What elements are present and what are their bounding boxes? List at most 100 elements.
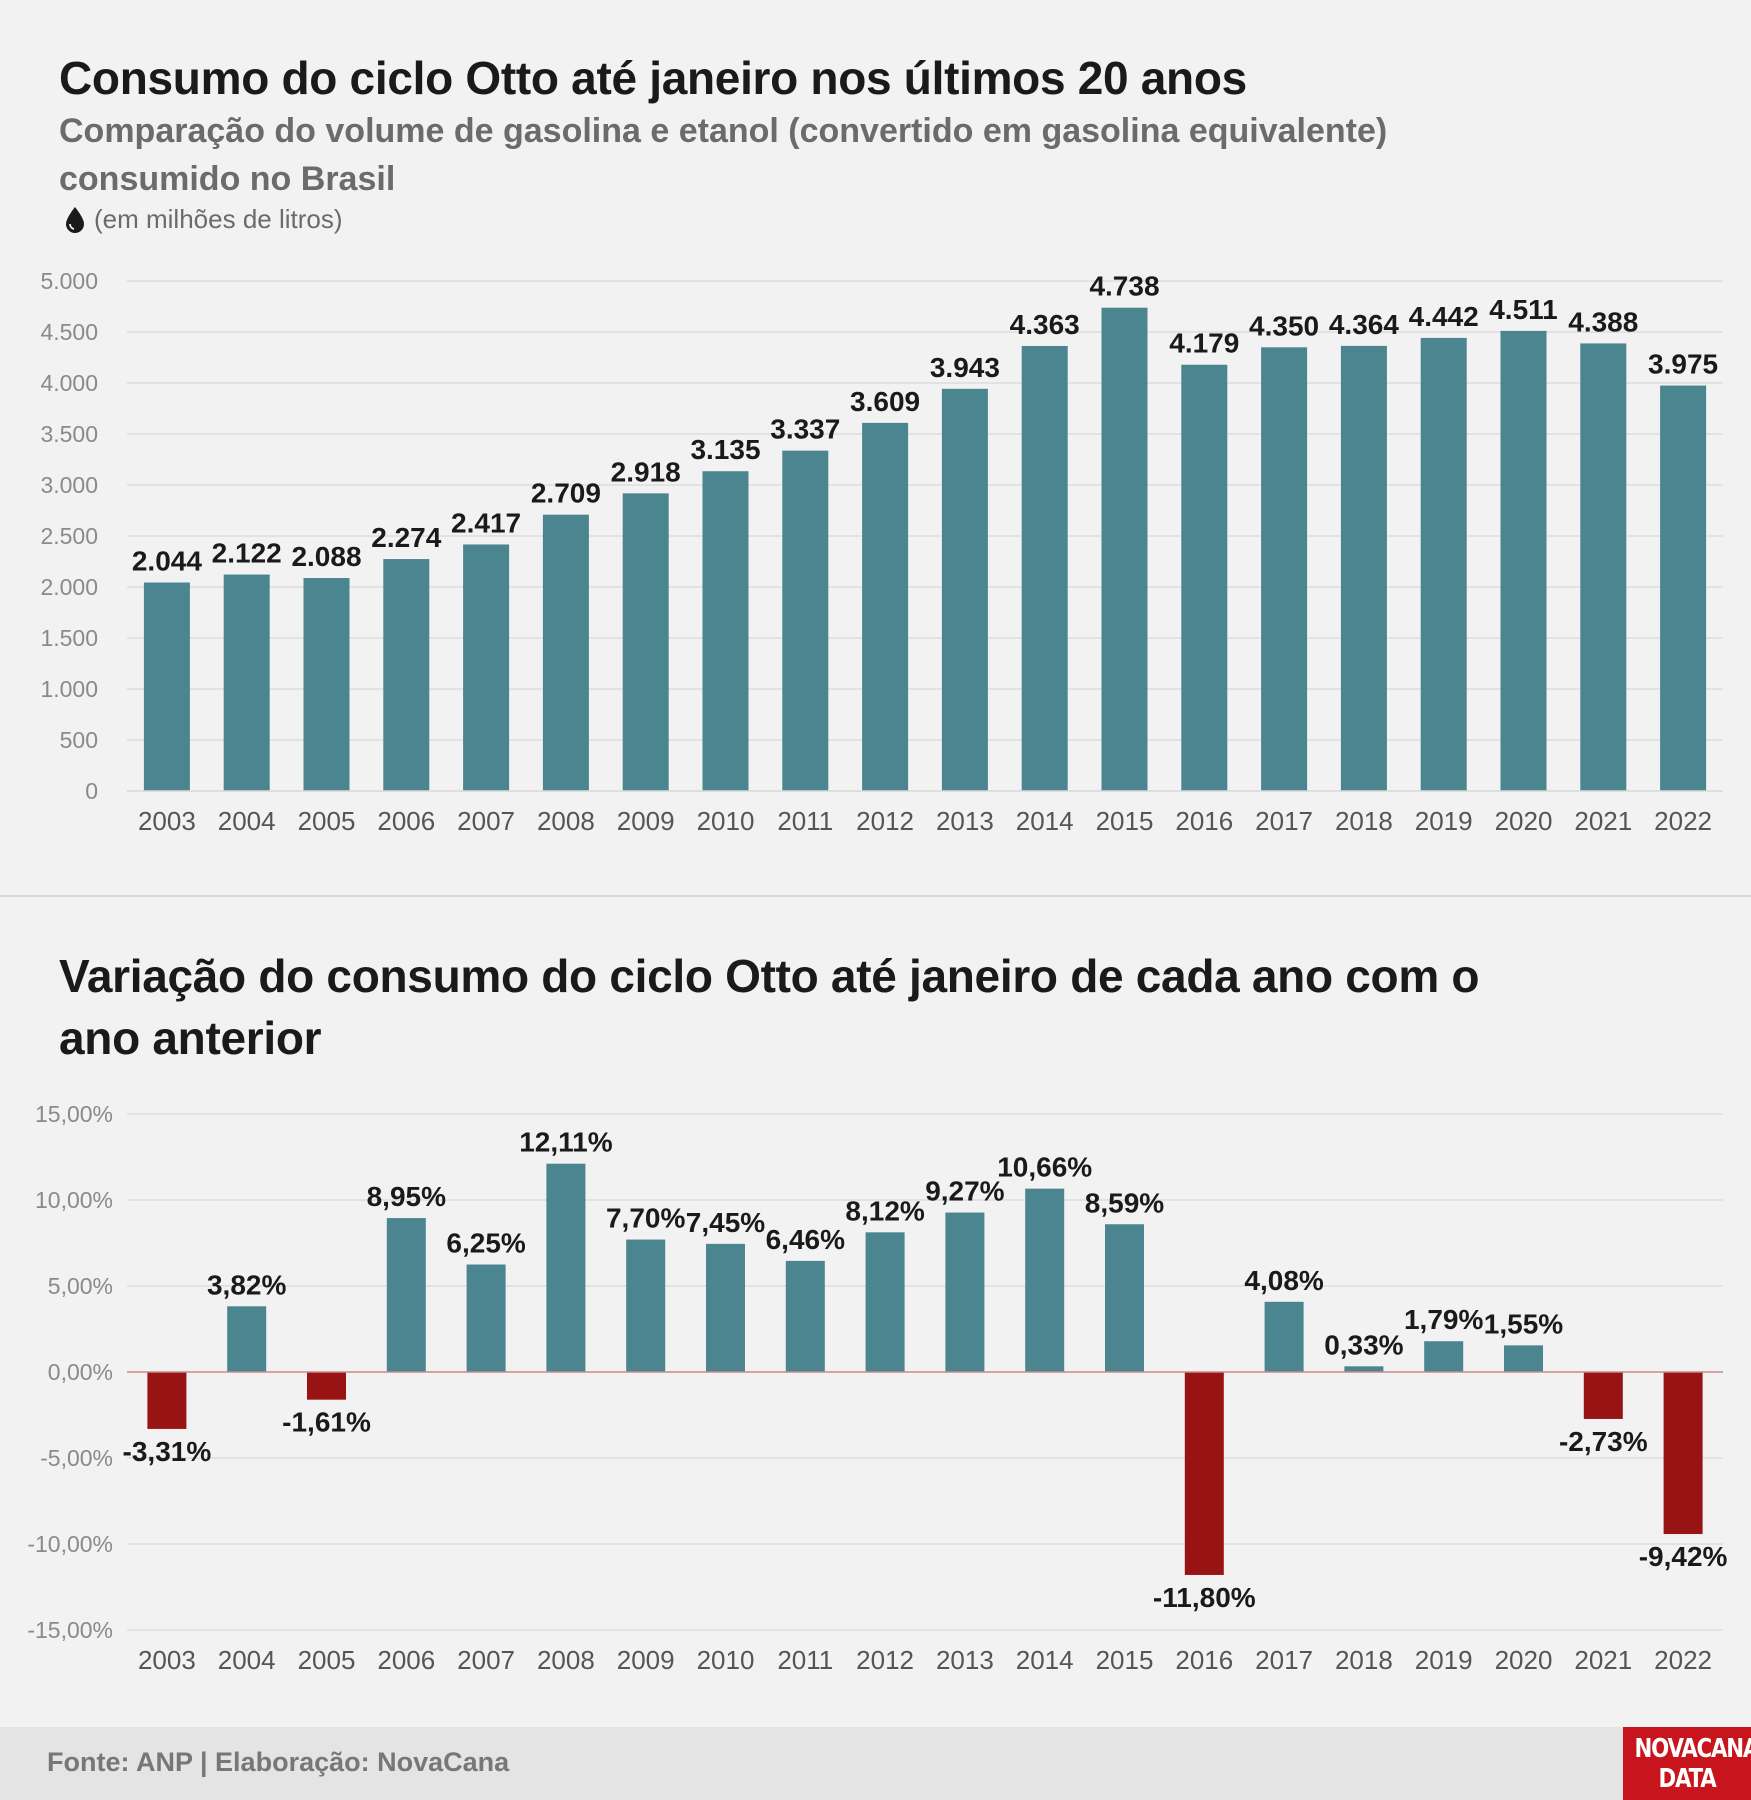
bar: [1504, 1345, 1543, 1372]
x-tick-label: 2021: [1574, 806, 1632, 836]
y-tick-label: 3.000: [40, 472, 98, 498]
bar: [862, 422, 909, 791]
bar: [1101, 307, 1148, 791]
x-tick-label: 2014: [1016, 1645, 1074, 1675]
x-tick-label: 2007: [457, 806, 515, 836]
data-label: -2,73%: [1559, 1426, 1648, 1457]
y-tick-label: 0: [85, 778, 98, 804]
y-tick-label: -5,00%: [40, 1445, 113, 1471]
logo-line2: DATA: [1658, 1763, 1716, 1794]
x-tick-label: 2022: [1654, 806, 1712, 836]
y-tick-label: -15,00%: [27, 1617, 113, 1643]
data-label: 12,11%: [519, 1127, 613, 1158]
x-tick-label: 2008: [537, 806, 595, 836]
y-tick-label: 2.500: [40, 523, 98, 549]
logo-line1: NOVACANA: [1634, 1733, 1751, 1764]
data-label: 2.088: [291, 541, 361, 572]
x-tick-label: 2005: [298, 806, 356, 836]
data-label: 6,46%: [766, 1224, 845, 1255]
data-label: 8,59%: [1085, 1187, 1164, 1218]
data-label: -11,80%: [1153, 1582, 1256, 1613]
data-label: 4,08%: [1244, 1265, 1323, 1296]
x-tick-label: 2011: [777, 1645, 833, 1675]
y-tick-label: 10,00%: [35, 1187, 113, 1213]
data-label: 4.350: [1249, 310, 1319, 341]
data-label: 2.122: [212, 538, 282, 569]
novacana-data-logo: NOVACANA DATA: [1623, 1727, 1751, 1800]
footer: Fonte: ANP | Elaboração: NovaCana NOVACA…: [0, 1727, 1751, 1800]
x-tick-label: 2009: [617, 806, 675, 836]
data-label: 9,27%: [925, 1176, 1004, 1207]
y-tick-label: 5,00%: [48, 1273, 113, 1299]
y-tick-label: 0,00%: [48, 1359, 113, 1385]
bar: [1025, 1188, 1065, 1372]
x-tick-label: 2015: [1096, 806, 1154, 836]
x-tick-label: 2007: [457, 1645, 515, 1675]
data-label: 7,45%: [686, 1207, 765, 1238]
x-tick-label: 2009: [617, 1645, 675, 1675]
x-tick-label: 2010: [697, 1645, 755, 1675]
bar: [383, 559, 430, 791]
data-label: 4.388: [1568, 306, 1638, 337]
chart-title-consumo: Consumo do ciclo Otto até janeiro nos úl…: [59, 52, 1247, 104]
source-credit: Fonte: ANP | Elaboração: NovaCana: [47, 1747, 510, 1777]
bar: [463, 544, 510, 791]
bar: [1500, 330, 1547, 791]
data-label: 4.511: [1489, 294, 1558, 325]
y-tick-label: 500: [60, 727, 98, 753]
x-tick-label: 2010: [697, 806, 755, 836]
data-label: 3,82%: [207, 1269, 286, 1300]
data-label: 2.044: [132, 546, 202, 577]
data-label: 4.738: [1089, 271, 1159, 302]
bar: [1340, 345, 1387, 791]
x-tick-label: 2003: [138, 1645, 196, 1675]
bar: [1663, 1372, 1703, 1535]
bar: [782, 450, 829, 791]
consumption-bar-chart: 0 500 1.000 1.500 2.000 2.500 3.000 3.500 4.000 4…: [40, 268, 1723, 836]
x-tick-label: 2018: [1335, 806, 1393, 836]
data-label: 3.975: [1648, 349, 1718, 380]
x-tick-label: 2013: [936, 1645, 994, 1675]
y-tick-label: 4.000: [40, 370, 98, 396]
x-tick-label: 2016: [1175, 1645, 1233, 1675]
data-label: 3.943: [930, 352, 1000, 383]
bar: [1184, 1372, 1224, 1575]
data-label: -1,61%: [282, 1407, 371, 1438]
data-label: 4.364: [1329, 309, 1399, 340]
bar: [865, 1232, 905, 1372]
y-tick-label: 3.500: [40, 421, 98, 447]
data-label: 2.274: [371, 522, 441, 553]
x-tick-label: 2006: [377, 806, 435, 836]
data-label: 10,66%: [997, 1152, 1092, 1183]
bar: [1181, 364, 1228, 791]
data-label: 8,12%: [845, 1195, 924, 1226]
x-tick-label: 2012: [856, 1645, 914, 1675]
x-tick-label: 2004: [218, 806, 276, 836]
x-tick-label: 2020: [1495, 806, 1553, 836]
bar: [307, 1372, 346, 1400]
x-tick-label: 2017: [1255, 1645, 1313, 1675]
bar: [303, 578, 350, 791]
bar: [945, 1212, 985, 1372]
data-label: 7,70%: [606, 1203, 685, 1234]
bar: [1344, 1366, 1384, 1372]
data-label: 6,25%: [446, 1228, 525, 1259]
bar: [622, 493, 669, 791]
x-tick-label: 2017: [1255, 806, 1313, 836]
bar: [1424, 1341, 1464, 1372]
data-label: 4.179: [1169, 328, 1239, 359]
bar: [466, 1264, 506, 1372]
x-tick-label: 2022: [1654, 1645, 1712, 1675]
x-tick-label: 2014: [1016, 806, 1074, 836]
bar: [386, 1218, 426, 1372]
data-label: -9,42%: [1639, 1541, 1728, 1572]
y-tick-label: 4.500: [40, 319, 98, 345]
bar: [1021, 345, 1068, 791]
x-tick-label: 2011: [777, 806, 833, 836]
bar: [227, 1306, 267, 1372]
bar: [1420, 337, 1467, 791]
data-label: 3.609: [850, 386, 920, 417]
data-label: 0,33%: [1324, 1329, 1403, 1360]
data-label: 2.709: [531, 478, 601, 509]
data-label: 8,95%: [367, 1181, 446, 1212]
